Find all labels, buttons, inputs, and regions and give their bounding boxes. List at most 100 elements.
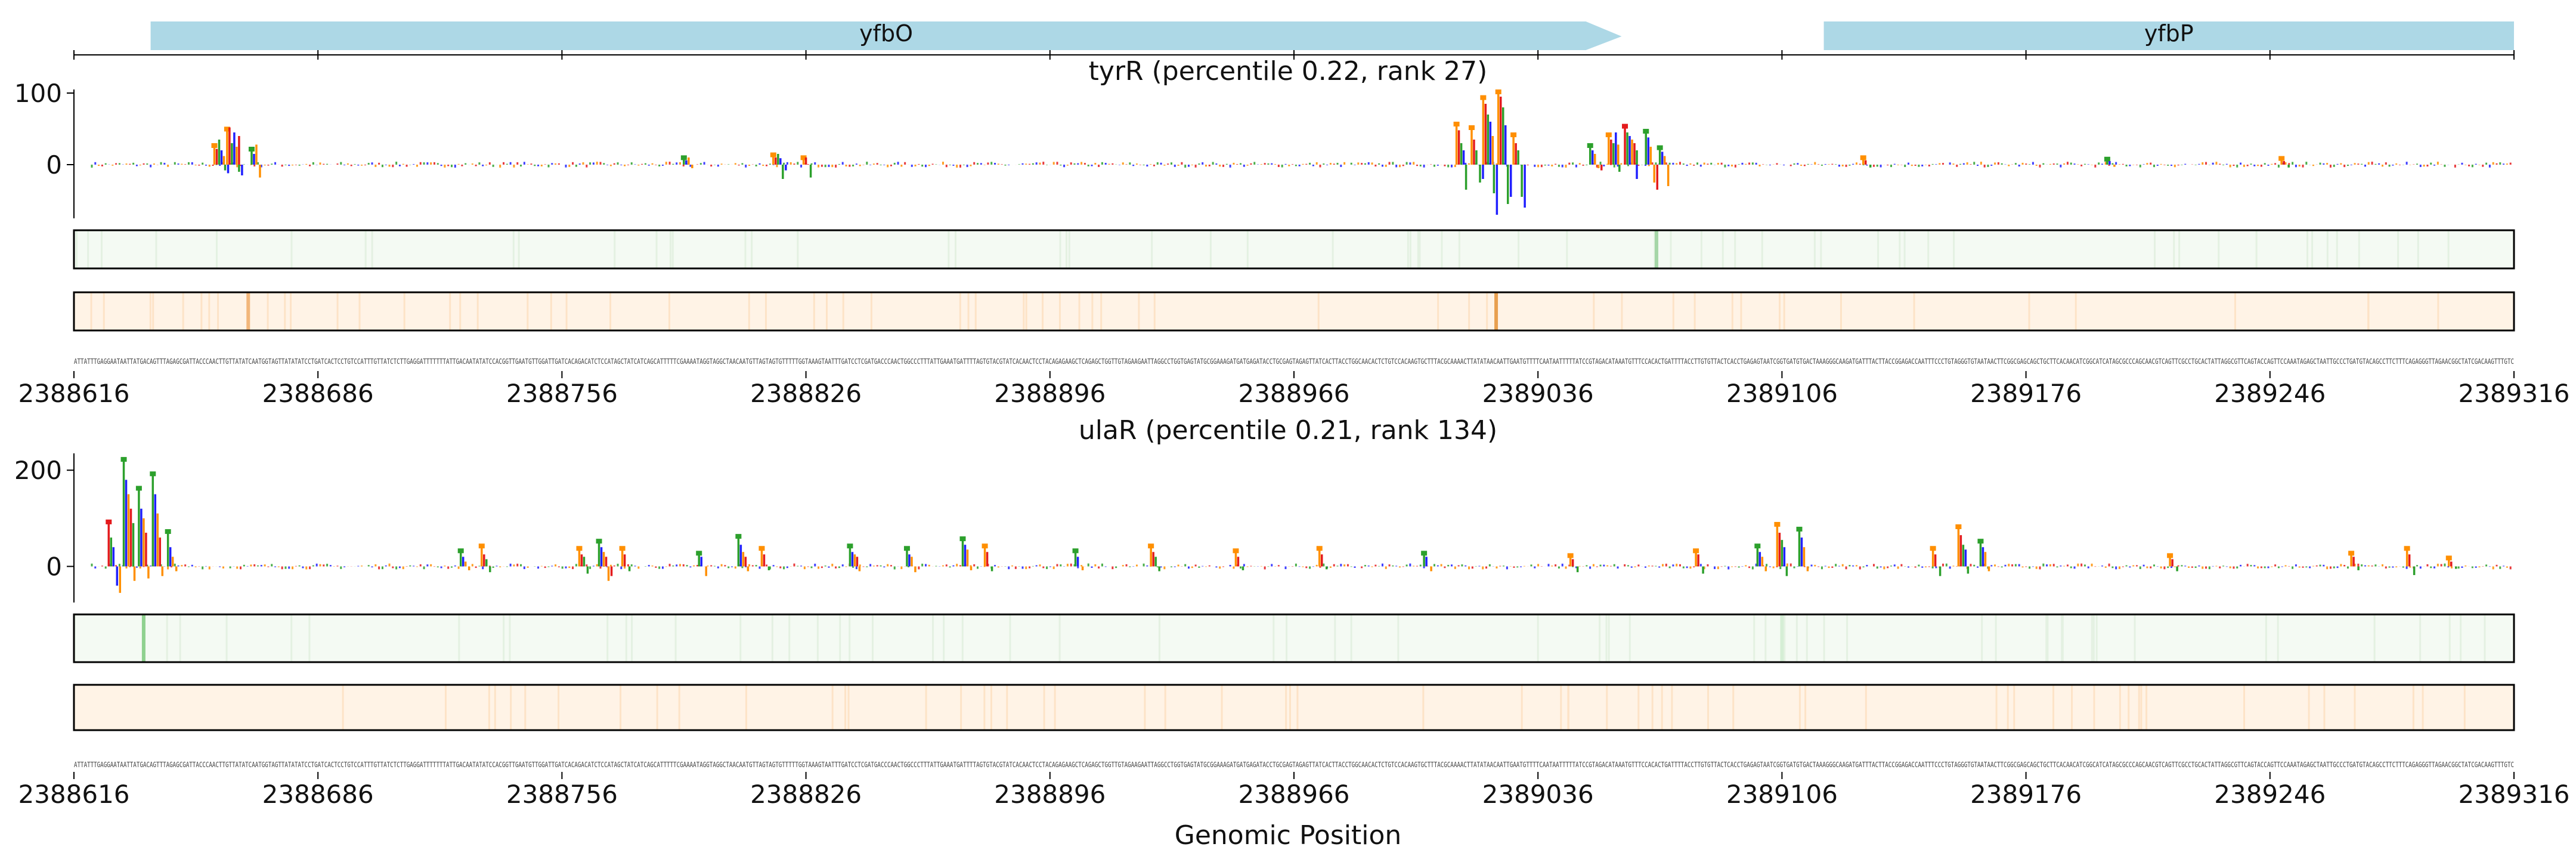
gene-track: yfbO yfbP	[73, 20, 2515, 60]
peak-cap	[1754, 543, 1761, 549]
track-1-highlight	[1654, 230, 1658, 268]
peak-cap	[135, 486, 142, 491]
track-2-bg	[74, 292, 2514, 330]
x-tick-label: 2388896	[994, 780, 1106, 809]
y-tick-label: 200	[14, 456, 62, 485]
attribution-peaks	[106, 457, 2457, 593]
attribution-peak	[1495, 89, 1512, 204]
peak-cap	[903, 546, 910, 551]
peak-cap	[1148, 543, 1154, 549]
peak-cap	[120, 457, 127, 462]
attribution-peak	[1955, 524, 1970, 574]
track-1	[73, 229, 2515, 270]
peak-cap	[1072, 548, 1079, 554]
peak-cap	[1468, 125, 1475, 130]
peak-cap	[576, 546, 583, 551]
track-1-bg	[74, 614, 2514, 662]
attribution-peak	[165, 529, 178, 571]
x-tick-label: 2388616	[18, 379, 129, 408]
peak-cap	[2348, 551, 2355, 556]
attribution-peak	[248, 144, 261, 178]
peak-cap	[165, 529, 171, 534]
track-2	[73, 291, 2515, 332]
x-tick-label: 2389036	[1482, 780, 1594, 809]
peak-cap	[1622, 123, 1628, 129]
x-tick-label: 2388896	[994, 379, 1106, 408]
panel-title: ulaR (percentile 0.21, rank 134)	[1079, 415, 1497, 446]
attribution-peak	[2278, 156, 2290, 168]
attribution-peak	[1587, 143, 1603, 171]
attribution-peak	[1860, 155, 1872, 168]
x-tick-label: 2388756	[506, 379, 618, 408]
sequence-text: ATTATTTGAGGAATAATTATGACAGTTTAGAGCGATTACC…	[74, 761, 2514, 769]
x-tick-label: 2388616	[18, 780, 129, 809]
peak-cap	[847, 543, 853, 549]
x-tick-label: 2389176	[1970, 780, 2082, 809]
peak-cap	[1480, 95, 1487, 100]
peak-cap	[1316, 546, 1323, 551]
y-tick-label: 100	[14, 79, 62, 108]
peak-cap	[758, 546, 765, 551]
peak-cap	[1643, 129, 1649, 134]
peak-cap	[1977, 539, 1984, 544]
peak-cap	[1657, 145, 1663, 150]
attribution-peak	[1453, 122, 1467, 190]
track-1-frame	[73, 229, 2515, 270]
attribution-peak	[1774, 521, 1788, 576]
x-tick-label: 2388826	[750, 780, 862, 809]
attribution-peak	[696, 551, 707, 576]
attribution-peak	[758, 546, 770, 570]
attribution-peak	[1480, 95, 1498, 215]
attribution-peak	[1233, 548, 1244, 570]
peak-cap	[696, 551, 702, 556]
attribution-peak	[1567, 553, 1579, 573]
gene-arrow-yfbO	[150, 21, 1622, 50]
track-1	[73, 613, 2515, 663]
peak-cap	[2167, 553, 2174, 558]
peak-cap	[1453, 122, 1460, 126]
attribution-peak	[847, 543, 861, 571]
peak-cap	[1233, 548, 1239, 554]
attribution-peak	[982, 543, 993, 571]
attribution-peak	[1693, 548, 1704, 574]
track-1-bg	[74, 230, 2514, 268]
peak-cap	[982, 543, 988, 549]
track-2-frame	[73, 684, 2515, 731]
x-tick-label: 2389246	[2214, 379, 2326, 408]
x-tick-label: 2389316	[2458, 379, 2569, 408]
attribution-peak	[1622, 123, 1638, 179]
attribution-peak	[680, 155, 693, 168]
peak-cap	[596, 539, 602, 544]
track-2	[73, 684, 2515, 731]
x-tick-label: 2388826	[750, 379, 862, 408]
gene-label: yfbP	[2144, 20, 2194, 47]
peak-cap	[680, 155, 687, 160]
peak-cap	[211, 143, 218, 148]
peak-cap	[1955, 524, 1962, 529]
ulaR-panel: ulaR (percentile 0.21, rank 134) 0 200 ATTA…	[14, 415, 2570, 809]
peak-cap	[1421, 551, 1428, 556]
attribution-peak	[1148, 543, 1160, 571]
track-1-highlight	[141, 614, 145, 662]
peak-cap	[1774, 521, 1781, 527]
attribution-peak	[2445, 555, 2457, 569]
sequence-text: ATTATTTGAGGAATAATTATGACAGTTTAGAGCGATTACC…	[74, 357, 2514, 366]
attribution-peak	[1977, 539, 1990, 571]
attribution-peak	[1510, 132, 1526, 208]
peak-cap	[1510, 132, 1517, 137]
peak-cap	[735, 534, 742, 539]
attribution-peak	[800, 155, 812, 178]
attribution-peak	[1754, 543, 1767, 571]
peak-cap	[478, 543, 485, 549]
attribution-peak	[478, 543, 491, 573]
track-2-bg	[74, 685, 2514, 730]
x-axis-label: Genomic Position	[1175, 820, 1402, 851]
baseline-noise	[91, 563, 2512, 570]
peak-cap	[619, 546, 626, 551]
attribution-peak	[1796, 527, 1809, 571]
attribution-peak	[959, 536, 973, 570]
baseline-noise	[91, 162, 2512, 168]
x-tick-label: 2389176	[1970, 379, 2082, 408]
y-tick-label: 0	[46, 552, 62, 582]
peak-cap	[1605, 132, 1612, 137]
